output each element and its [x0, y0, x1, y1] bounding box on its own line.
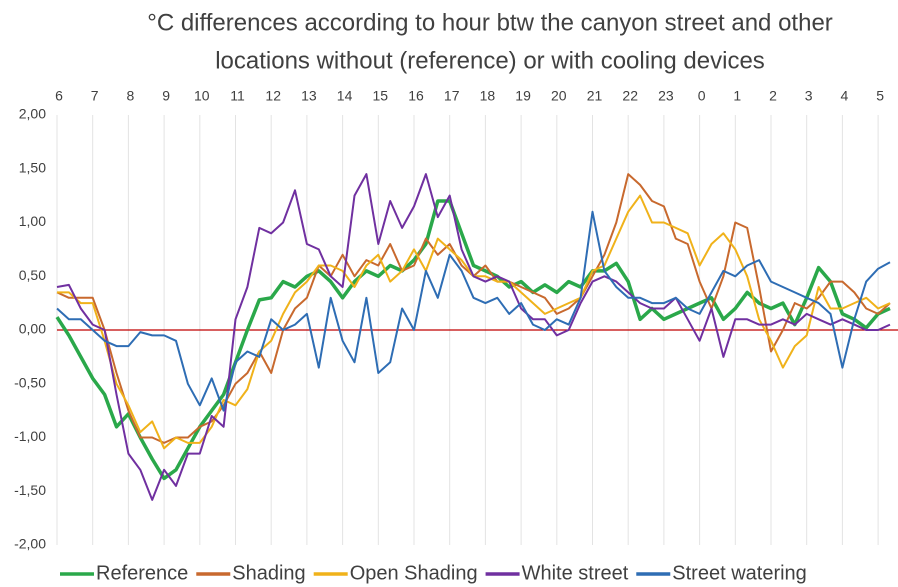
y-tick-label: 0,00 [19, 321, 46, 337]
x-tick-label: 21 [587, 88, 603, 104]
x-tick-label: 8 [127, 88, 135, 104]
legend-label: Open Shading [350, 562, 478, 584]
y-tick-label: -0,50 [14, 374, 46, 390]
y-tick-label: 1,00 [19, 213, 46, 229]
legend-label: White street [522, 562, 629, 584]
legend-label: Street watering [672, 562, 807, 584]
series-line [56, 173, 891, 501]
x-tick-label: 23 [658, 88, 674, 104]
x-tick-label: 7 [91, 88, 99, 104]
series-line [56, 173, 891, 444]
x-tick-label: 11 [230, 88, 245, 104]
x-tick-label: 20 [551, 88, 567, 104]
x-tick-label: 1 [733, 88, 741, 104]
series-line [55, 199, 891, 481]
x-tick-label: 16 [408, 88, 424, 104]
x-tick-label: 14 [337, 88, 353, 104]
x-tick-label: 22 [622, 88, 638, 104]
legend-label: Shading [232, 562, 305, 584]
x-tick-label: 5 [876, 88, 884, 104]
x-tick-label: 18 [480, 88, 496, 104]
y-tick-label: 2,00 [19, 106, 46, 122]
x-tick-label: 15 [373, 88, 389, 104]
x-tick-label: 4 [841, 88, 849, 104]
x-tick-label: 3 [805, 88, 813, 104]
y-tick-label: -1,50 [14, 482, 46, 498]
x-tick-label: 10 [194, 88, 210, 104]
chart-title: locations without (reference) or with co… [215, 47, 765, 74]
legend-label: Reference [96, 562, 188, 584]
y-tick-label: -1,00 [14, 428, 46, 444]
series-line [56, 210, 891, 412]
x-tick-label: 9 [162, 88, 170, 104]
y-tick-label: -2,00 [14, 536, 46, 552]
x-tick-label: 17 [444, 88, 460, 104]
y-tick-label: 0,50 [19, 267, 46, 283]
x-tick-label: 2 [769, 88, 777, 104]
x-tick-label: 6 [55, 88, 63, 104]
chart-title: °C differences according to hour btw the… [147, 9, 833, 36]
x-tick-label: 12 [265, 88, 281, 104]
x-tick-label: 19 [515, 88, 531, 104]
x-tick-label: 13 [301, 88, 317, 104]
y-tick-label: 1,50 [19, 159, 46, 175]
x-tick-label: 0 [698, 88, 706, 104]
